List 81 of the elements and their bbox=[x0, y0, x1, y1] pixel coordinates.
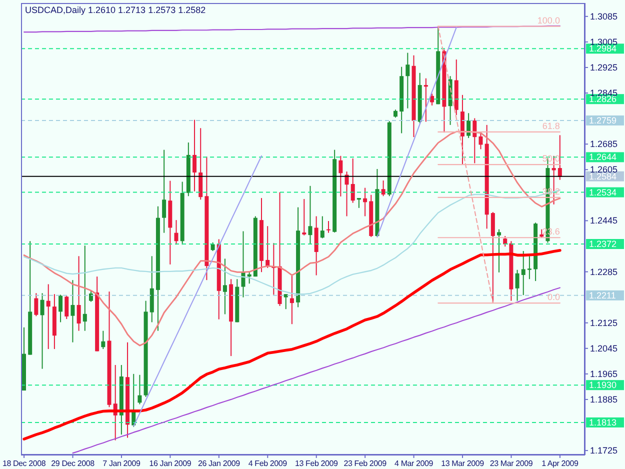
candlestick bbox=[326, 220, 330, 234]
ref-line-label: 1.1930 bbox=[589, 380, 617, 390]
candlestick bbox=[490, 212, 495, 304]
candlestick bbox=[150, 256, 154, 323]
candlestick bbox=[302, 198, 306, 236]
y-tick-label: 1.1725 bbox=[590, 446, 618, 456]
line-series bbox=[23, 189, 561, 295]
y-tick-label: 1.2125 bbox=[590, 318, 618, 328]
line-series bbox=[23, 25, 561, 33]
x-tick-label: 18 Dec 2008 bbox=[2, 459, 46, 468]
candlestick bbox=[174, 220, 178, 246]
candlestick bbox=[76, 256, 81, 332]
candlestick bbox=[266, 226, 270, 268]
series-label: 100.0 bbox=[537, 15, 560, 26]
candlestick bbox=[40, 292, 44, 370]
candlestick bbox=[515, 269, 520, 302]
ref-line-label: 1.2372 bbox=[589, 239, 617, 250]
x-tick-label: 23 Mar 2009 bbox=[490, 459, 534, 468]
candlestick bbox=[70, 280, 75, 343]
candlestick bbox=[558, 134, 562, 180]
y-tick-label: 1.3085 bbox=[590, 11, 618, 22]
candlestick bbox=[82, 245, 87, 332]
x-tick-label: 1 Apr 2009 bbox=[542, 459, 580, 468]
y-tick-label: 1.1965 bbox=[590, 368, 618, 379]
line-series bbox=[22, 248, 562, 440]
y-tick-label: 1.2285 bbox=[590, 266, 618, 277]
candlestick bbox=[338, 155, 343, 197]
x-tick-label: 13 Feb 2009 bbox=[294, 459, 338, 468]
candlestick bbox=[521, 250, 526, 296]
x-tick-label: 13 Mar 2009 bbox=[441, 459, 485, 468]
series-label: 61.8 bbox=[542, 120, 560, 131]
candlestick bbox=[478, 131, 483, 150]
candlestick bbox=[64, 295, 69, 320]
candlestick bbox=[290, 274, 294, 325]
candlestick bbox=[430, 93, 434, 106]
candlestick bbox=[344, 171, 349, 217]
candlestick bbox=[222, 258, 227, 315]
ref-line-label: 1.2211 bbox=[589, 290, 616, 300]
y-tick-label: 1.2685 bbox=[590, 139, 618, 150]
series-label: 0.0 bbox=[547, 292, 560, 302]
line-series bbox=[438, 26, 494, 304]
ref-line-label: 1.2644 bbox=[589, 152, 617, 162]
candlestick bbox=[101, 330, 106, 350]
x-tick-label: 26 Jan 2009 bbox=[198, 459, 241, 468]
x-tick-label: 23 Feb 2009 bbox=[344, 459, 388, 468]
line-series bbox=[376, 26, 457, 238]
candlestick bbox=[381, 180, 386, 197]
x-tick-label: 4 Mar 2009 bbox=[394, 459, 434, 468]
candlestick bbox=[162, 149, 166, 234]
x-tick-label: 4 Feb 2009 bbox=[248, 459, 288, 468]
x-tick-label: 29 Dec 2008 bbox=[51, 459, 96, 468]
ref-line-label: 1.2759 bbox=[589, 115, 617, 126]
line-series bbox=[72, 287, 561, 454]
candlestick bbox=[88, 290, 93, 302]
candlestick bbox=[138, 374, 142, 405]
candlestick bbox=[424, 78, 428, 122]
candlestick bbox=[350, 158, 355, 204]
ref-line-label: 1.2534 bbox=[589, 187, 617, 198]
candlestick bbox=[46, 284, 50, 350]
x-tick-label: 7 Jan 2009 bbox=[102, 459, 142, 468]
candlestick bbox=[308, 185, 312, 244]
y-tick-label: 1.1885 bbox=[590, 394, 618, 404]
candlestick bbox=[356, 198, 361, 208]
chart-title: USDCAD,Daily 1.2610 1.2713 1.2573 1.2582 bbox=[25, 5, 206, 15]
candlestick bbox=[363, 187, 368, 217]
candlestick bbox=[466, 112, 471, 139]
candlestick bbox=[497, 228, 502, 273]
y-tick-label: 1.2925 bbox=[590, 62, 618, 72]
candlestick bbox=[320, 216, 324, 239]
candlestick bbox=[527, 256, 532, 280]
x-tick-label: 16 Jan 2009 bbox=[149, 459, 192, 468]
ref-line-label: 1.1813 bbox=[589, 417, 617, 428]
y-tick-label: 1.2445 bbox=[590, 216, 618, 226]
candlestick bbox=[58, 294, 63, 323]
line-series bbox=[133, 155, 262, 426]
candlestick bbox=[192, 119, 197, 192]
y-tick-label: 1.2045 bbox=[590, 343, 618, 354]
candlestick bbox=[34, 292, 38, 317]
candlestick bbox=[284, 294, 288, 310]
candlestick bbox=[406, 52, 410, 109]
candlestick bbox=[503, 236, 508, 248]
